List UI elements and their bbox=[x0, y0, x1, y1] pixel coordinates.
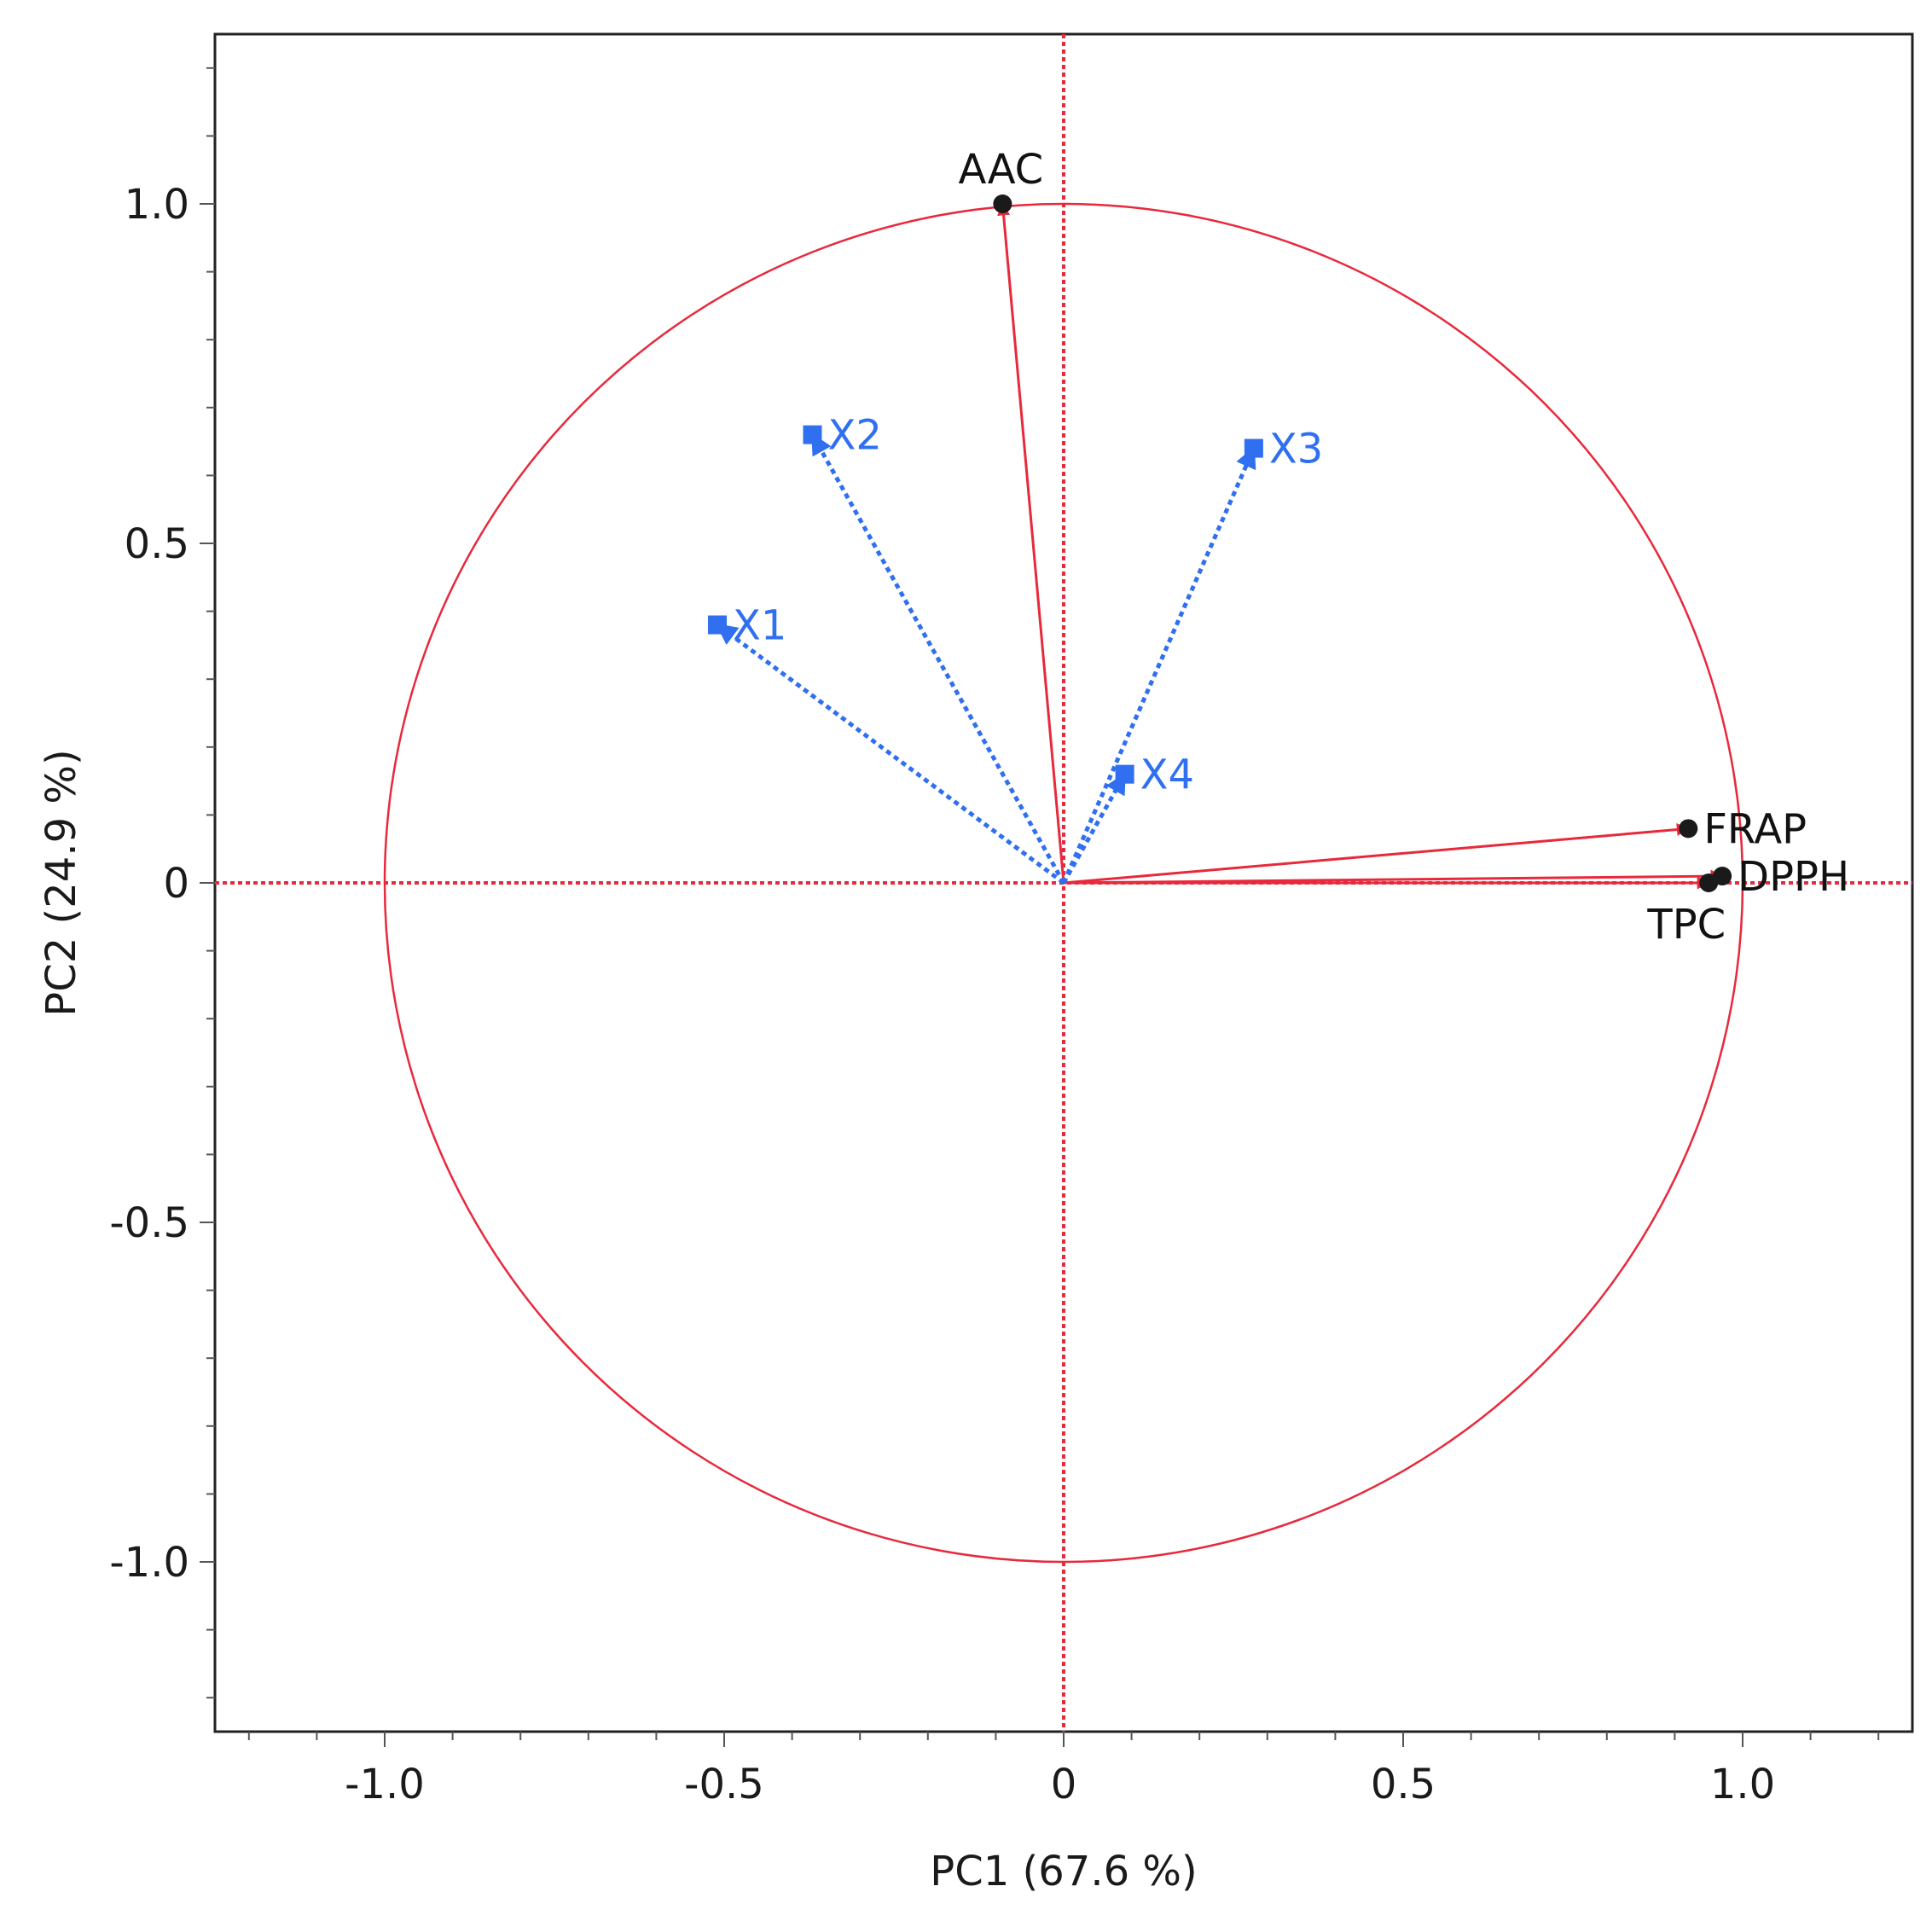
unit-circle bbox=[383, 202, 1744, 1564]
x-tick-label: -0.5 bbox=[684, 1761, 764, 1808]
axis-ticks: -1.0 -0.5 0 0.5 1.0 1.0 0.5 0 -0.5 -1.0 bbox=[109, 67, 1880, 1808]
vector-x3 bbox=[1061, 446, 1256, 885]
point-x2 bbox=[803, 425, 822, 444]
point-tpc bbox=[1699, 873, 1719, 892]
label-x4: X4 bbox=[1140, 752, 1194, 799]
point-x3 bbox=[1244, 438, 1263, 458]
x-tick-label: -1.0 bbox=[345, 1761, 425, 1808]
unit-circle-group bbox=[383, 202, 1744, 1564]
vector-x2 bbox=[810, 432, 1066, 885]
label-frap: FRAP bbox=[1703, 805, 1807, 853]
vector-aac bbox=[997, 202, 1065, 884]
y-tick-label: 1.0 bbox=[125, 181, 189, 229]
loading-vectors bbox=[708, 194, 1732, 892]
label-x1: X1 bbox=[733, 602, 786, 650]
vector-x1 bbox=[716, 623, 1065, 885]
label-aac: AAC bbox=[959, 146, 1044, 194]
point-x4 bbox=[1115, 764, 1134, 784]
label-tpc: TPC bbox=[1646, 901, 1726, 949]
y-tick-label: 0.5 bbox=[125, 520, 189, 568]
x-tick-label: 1.0 bbox=[1710, 1761, 1775, 1808]
label-x3: X3 bbox=[1269, 426, 1323, 473]
label-x2: X2 bbox=[827, 412, 881, 460]
y-tick-label: -1.0 bbox=[109, 1539, 189, 1587]
x-tick-label: 0 bbox=[1051, 1761, 1077, 1808]
point-frap bbox=[1679, 819, 1698, 839]
x-tick-label: 0.5 bbox=[1371, 1761, 1436, 1808]
y-tick-label: 0 bbox=[163, 860, 189, 908]
label-dpph: DPPH bbox=[1738, 853, 1849, 901]
y-axis-title: PC2 (24.9 %) bbox=[38, 749, 85, 1016]
vector-x4 bbox=[1061, 772, 1127, 885]
point-aac bbox=[993, 194, 1012, 213]
point-x1 bbox=[708, 615, 728, 635]
y-tick-label: -0.5 bbox=[109, 1199, 189, 1247]
x-axis-title: PC1 (67.6 %) bbox=[930, 1848, 1197, 1895]
vector-frap bbox=[1063, 823, 1690, 885]
